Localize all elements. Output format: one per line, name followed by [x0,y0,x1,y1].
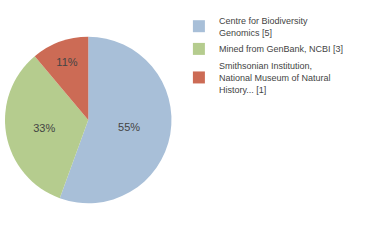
svg-text:55%: 55% [118,121,140,133]
svg-text:Smithsonian Institution,Nation: Smithsonian Institution,National Museum … [219,61,331,94]
svg-text:33%: 33% [33,122,55,134]
svg-text:11%: 11% [56,56,77,68]
svg-text:Mined from GenBank, NCBI [3]: Mined from GenBank, NCBI [3] [219,44,343,54]
svg-text:Centre for BiodiversityGenomic: Centre for BiodiversityGenomics [5] [219,16,308,38]
